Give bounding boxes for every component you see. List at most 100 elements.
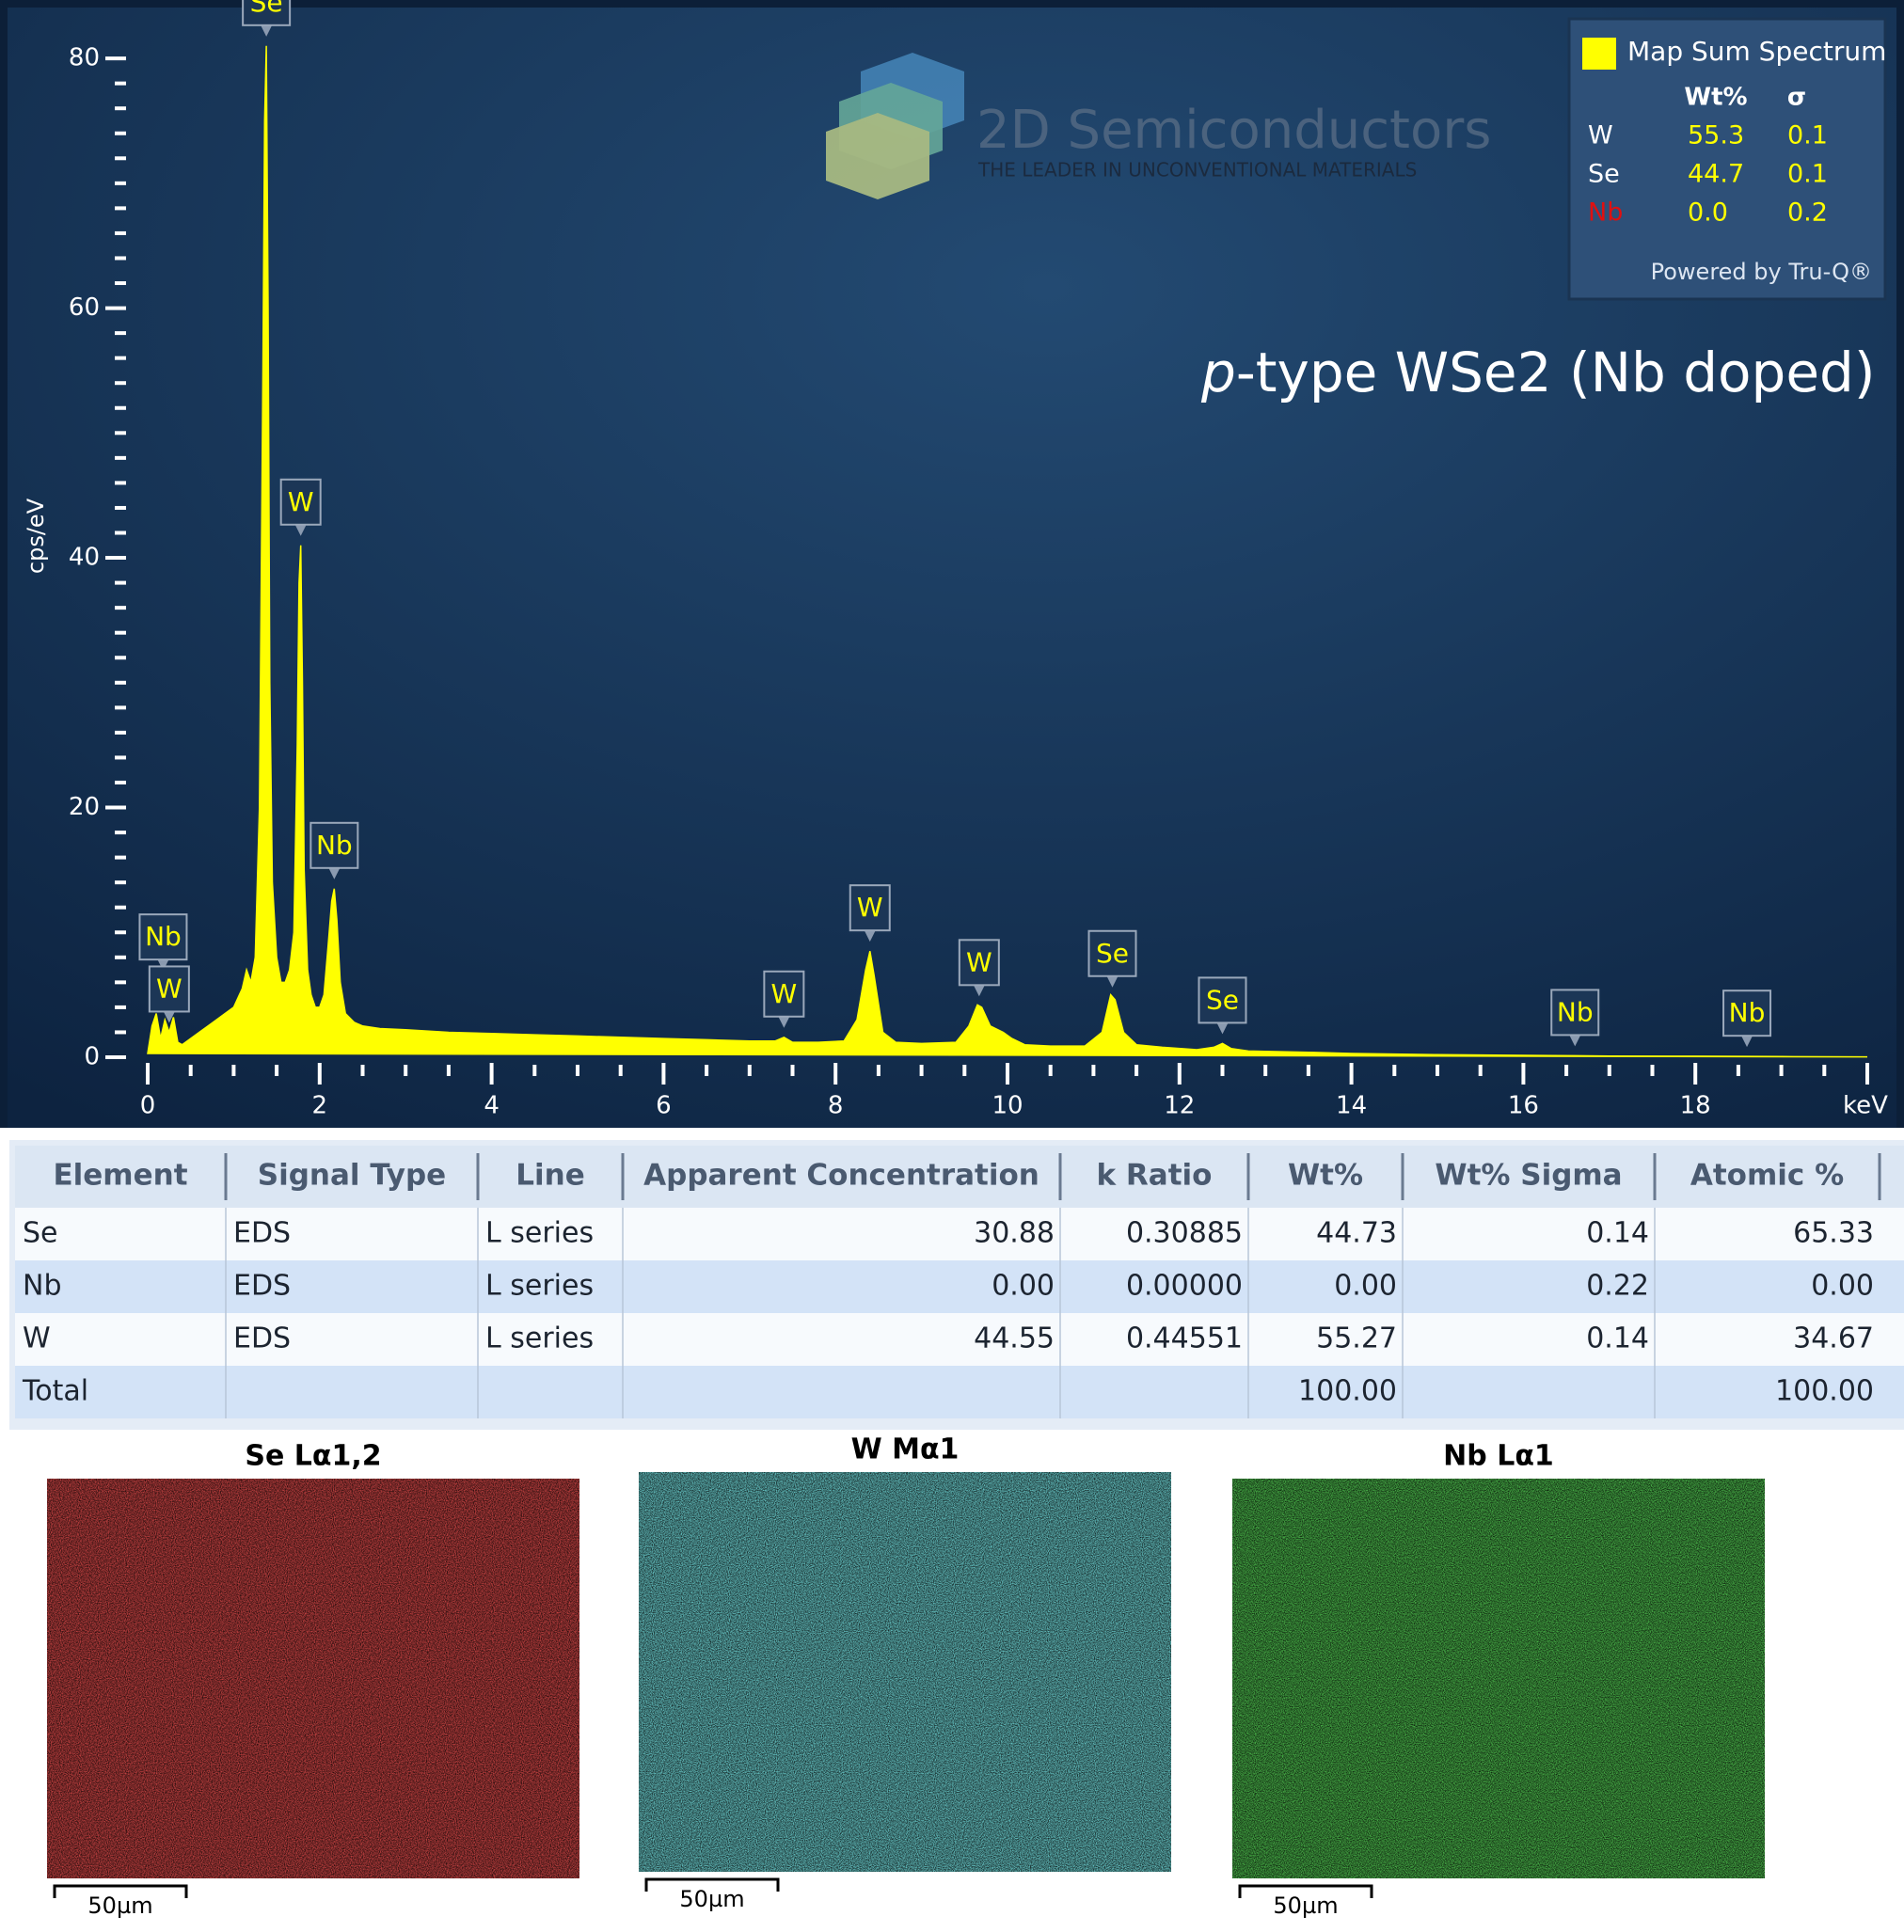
- annotation-box: [148, 965, 190, 1013]
- scale-bar: [1238, 1884, 1373, 1898]
- annotation-box: [309, 821, 359, 869]
- legend-title: Map Sum Spectrum: [1627, 36, 1886, 67]
- y-tick-label: 80: [69, 44, 100, 72]
- y-tick-label: 40: [69, 544, 100, 572]
- table-cell: EDS: [233, 1322, 291, 1355]
- legend-element: Se: [1588, 160, 1620, 189]
- table-cell: EDS: [233, 1270, 291, 1303]
- legend-footer: Powered by Tru-Q®: [1651, 259, 1872, 285]
- table-row: [15, 1208, 1904, 1260]
- annotation-label: W: [288, 486, 314, 517]
- table-header-cell: Wt% Sigma: [1435, 1159, 1622, 1193]
- table-header-cell: Element: [53, 1159, 187, 1193]
- x-tick-label: 2: [312, 1092, 328, 1120]
- annotation-pointer: [162, 1009, 176, 1023]
- x-tick-label: 12: [1164, 1092, 1195, 1120]
- table-cell: Nb: [23, 1270, 61, 1303]
- table-cell: 100.00: [1775, 1375, 1874, 1408]
- scale-bar: [644, 1877, 780, 1892]
- table-cell: 100.00: [1298, 1375, 1397, 1408]
- annotation-pointer: [260, 23, 274, 37]
- x-tick-label: 6: [656, 1092, 672, 1120]
- table: Element Signal Type Line Apparent Concentra…: [15, 1146, 1904, 1418]
- legend-element: Nb: [1588, 198, 1623, 228]
- logo-name: 2D Semiconductors: [976, 100, 1491, 161]
- y-tick-label: 20: [69, 793, 100, 821]
- annotation-label: Se: [1206, 984, 1239, 1015]
- annotation-label: W: [156, 973, 182, 1004]
- table-cell: L series: [485, 1217, 594, 1250]
- y-axis-label: cps/eV: [23, 498, 49, 574]
- table-header: [15, 1146, 1904, 1208]
- legend-value: 0.1: [1787, 160, 1828, 189]
- table-cell: 0.22: [1586, 1270, 1649, 1303]
- table-cell: EDS: [233, 1217, 291, 1250]
- table-header-cell: Atomic %: [1690, 1159, 1844, 1193]
- table-cell: L series: [485, 1322, 594, 1355]
- annotation-label: Nb: [145, 921, 182, 952]
- table-row: [15, 1313, 1904, 1366]
- table-header-cell: Apparent Concentration: [643, 1159, 1039, 1193]
- annotation-box: [279, 478, 322, 526]
- table-cell: 0.14: [1586, 1322, 1649, 1355]
- table-cell: 44.73: [1316, 1217, 1397, 1250]
- x-tick-label: 18: [1680, 1092, 1711, 1120]
- legend-value: 0.0: [1688, 198, 1728, 228]
- x-tick-label: 16: [1508, 1092, 1539, 1120]
- maps: Se Lα1,2 50µm W Mα1 50µm Nb Lα1 50µm: [47, 1433, 1765, 1919]
- annotation-pointer: [863, 928, 877, 942]
- annotation-label: W: [966, 946, 992, 977]
- table-cell: W: [23, 1322, 51, 1355]
- logo-hex: [826, 113, 929, 199]
- table-cell: 30.88: [974, 1217, 1055, 1250]
- annotation-pointer: [294, 522, 308, 536]
- annotation-pointer: [1740, 1034, 1754, 1048]
- annotation-label: Nb: [316, 830, 353, 861]
- annotation-box: [1550, 989, 1600, 1037]
- annotation-label: Nb: [1557, 996, 1594, 1027]
- table-row: [15, 1366, 1904, 1418]
- table-cell: 0.14: [1586, 1217, 1649, 1250]
- annotation-pointer: [1215, 1021, 1230, 1035]
- scale-bar: [53, 1884, 188, 1898]
- table-cell: 0.00: [992, 1270, 1055, 1303]
- table-header-cell: Wt%: [1288, 1159, 1363, 1193]
- legend-element: W: [1588, 121, 1613, 150]
- table-header-cell: Signal Type: [258, 1159, 446, 1193]
- title-part: -type WSe2 (Nb doped): [1236, 340, 1876, 404]
- table-cell: Total: [22, 1375, 88, 1408]
- table-cell: 0.44551: [1126, 1322, 1243, 1355]
- annotation-pointer: [1105, 974, 1119, 988]
- annotation-label: W: [771, 978, 798, 1009]
- table-cell: 44.55: [974, 1322, 1055, 1355]
- legend-value: 44.7: [1688, 160, 1744, 189]
- annotation-pointer: [972, 983, 986, 997]
- title-part: p: [1200, 340, 1236, 404]
- table-cell: L series: [485, 1270, 594, 1303]
- annotation-pointer: [777, 1014, 791, 1028]
- table-cell: 0.00: [1334, 1270, 1397, 1303]
- table-header-cell: Line: [516, 1159, 584, 1193]
- legend-column: Wt%: [1684, 84, 1747, 112]
- annotation-box: [138, 913, 188, 961]
- annotation-box: [958, 939, 1000, 987]
- annotation-box: [1087, 929, 1137, 977]
- map-title: W Mα1: [851, 1433, 960, 1466]
- map-title: Se Lα1,2: [245, 1440, 381, 1473]
- legend-box: [1567, 17, 1887, 301]
- table-cell: 65.33: [1793, 1217, 1874, 1250]
- y-tick-label: 60: [69, 293, 100, 322]
- table-cell: 0.30885: [1126, 1217, 1243, 1250]
- annotation-box: [1722, 990, 1772, 1037]
- annotation-pointer: [156, 958, 170, 972]
- x-tick-label: 10: [992, 1092, 1023, 1120]
- x-axis-label: keV: [1843, 1092, 1888, 1120]
- chart-title: p-type WSe2 (Nb doped): [1200, 340, 1875, 404]
- table-cell: 0.00: [1811, 1270, 1874, 1303]
- map-image: [1232, 1479, 1765, 1878]
- spectrum-area: [147, 45, 1868, 1058]
- legend-value: 0.2: [1787, 198, 1828, 228]
- table-cell: 34.67: [1793, 1322, 1874, 1355]
- x-tick-label: 14: [1336, 1092, 1367, 1120]
